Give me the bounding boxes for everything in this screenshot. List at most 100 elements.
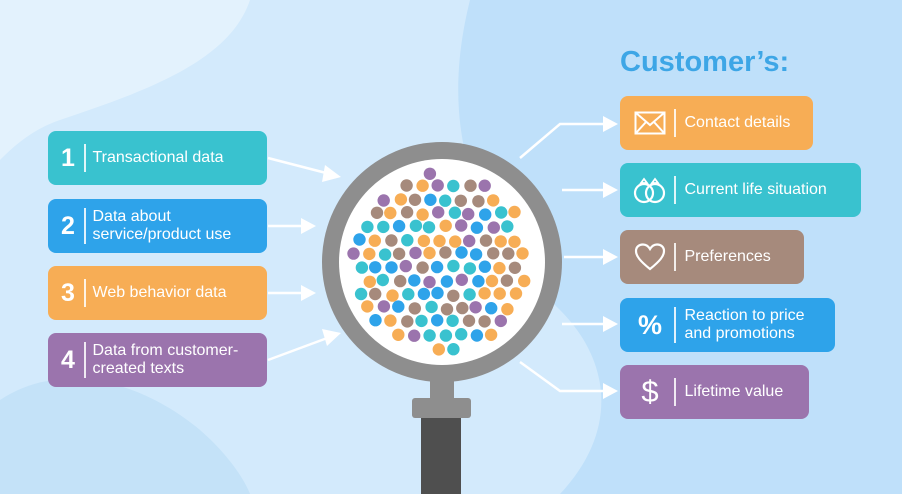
data-source-card-usage: 2 Data about service/product use bbox=[48, 199, 267, 253]
data-dot bbox=[376, 273, 389, 287]
data-dot bbox=[385, 261, 398, 274]
data-dot bbox=[408, 329, 421, 342]
data-dot bbox=[392, 247, 406, 260]
data-dot bbox=[478, 179, 491, 192]
data-dot bbox=[472, 195, 485, 208]
data-dot bbox=[400, 206, 414, 219]
data-dot bbox=[463, 262, 477, 275]
data-dot bbox=[502, 247, 515, 260]
background-blob bbox=[0, 378, 250, 494]
data-dot bbox=[501, 303, 514, 316]
data-dot bbox=[423, 167, 437, 180]
card-label: Web behavior data bbox=[92, 284, 227, 301]
data-dot bbox=[472, 275, 485, 288]
data-dot bbox=[392, 328, 405, 341]
data-dot bbox=[385, 234, 398, 247]
data-dot bbox=[462, 314, 476, 327]
data-dot bbox=[447, 259, 460, 273]
insight-card-life-situation: Current life situation bbox=[620, 163, 861, 217]
data-dot bbox=[487, 194, 500, 207]
data-dot bbox=[433, 234, 446, 248]
data-dot bbox=[416, 261, 429, 274]
card-number: 2 bbox=[61, 211, 75, 240]
data-dot bbox=[399, 259, 412, 273]
arrowhead bbox=[301, 218, 316, 234]
data-dot bbox=[447, 289, 460, 302]
arrows bbox=[267, 122, 605, 393]
data-dot bbox=[361, 300, 374, 313]
data-dot bbox=[493, 287, 506, 300]
data-dot bbox=[400, 179, 413, 192]
arrow-out bbox=[519, 360, 605, 393]
data-dot bbox=[462, 207, 475, 221]
insight-label: Preferences bbox=[684, 248, 771, 265]
data-dot bbox=[432, 343, 445, 356]
data-dot bbox=[469, 301, 482, 314]
data-dot bbox=[509, 287, 523, 300]
data-dot bbox=[439, 246, 452, 259]
data-dot bbox=[446, 314, 459, 327]
data-dot bbox=[494, 235, 507, 248]
data-dot bbox=[478, 260, 492, 273]
data-dot bbox=[347, 247, 360, 260]
data-dot bbox=[518, 274, 531, 288]
data-dot bbox=[377, 194, 390, 207]
data-dot bbox=[394, 274, 407, 288]
data-dot bbox=[430, 260, 444, 274]
data-dot bbox=[479, 208, 492, 221]
insight-label: Lifetime value bbox=[684, 383, 784, 400]
data-dot bbox=[417, 287, 431, 301]
data-dot bbox=[408, 193, 422, 206]
data-dot bbox=[369, 261, 382, 274]
insight-card-preferences: Preferences bbox=[620, 230, 804, 284]
data-dot bbox=[455, 328, 468, 341]
divider bbox=[674, 109, 676, 137]
divider bbox=[84, 279, 86, 307]
percent-icon: % bbox=[637, 309, 662, 340]
divider bbox=[674, 307, 676, 343]
data-dot bbox=[370, 206, 384, 219]
data-dot bbox=[439, 219, 452, 232]
card-number: 3 bbox=[61, 278, 75, 307]
data-source-card-texts: 4 Data from customer- created texts bbox=[48, 333, 267, 387]
arrowhead bbox=[603, 316, 618, 332]
data-dot bbox=[377, 300, 391, 313]
data-dot bbox=[409, 219, 423, 232]
data-dot bbox=[455, 273, 468, 286]
insight-card-contact: Contact details bbox=[620, 96, 813, 150]
insight-label: Current life situation bbox=[684, 181, 827, 198]
data-dot bbox=[369, 287, 382, 301]
arrowhead bbox=[603, 116, 618, 132]
data-dot bbox=[439, 194, 452, 207]
data-dot bbox=[431, 179, 444, 192]
data-dot bbox=[361, 220, 374, 234]
data-dot bbox=[363, 275, 376, 288]
data-dot bbox=[508, 205, 521, 219]
data-dot bbox=[508, 261, 522, 274]
data-dot bbox=[392, 300, 405, 313]
data-dot bbox=[424, 193, 437, 206]
arrowhead bbox=[603, 182, 618, 198]
arrowhead bbox=[603, 249, 618, 265]
data-dot bbox=[384, 206, 397, 220]
data-dot bbox=[485, 302, 498, 315]
divider bbox=[84, 208, 86, 244]
data-dot bbox=[408, 274, 421, 287]
data-dot bbox=[402, 288, 415, 301]
data-dot bbox=[408, 302, 421, 315]
insight-card-price-reaction: % Reaction to price and promotions bbox=[620, 298, 835, 352]
data-dot bbox=[355, 261, 369, 274]
card-label: Data from customer- created texts bbox=[92, 342, 239, 377]
data-dot bbox=[369, 314, 382, 327]
card-number: 4 bbox=[61, 345, 75, 374]
data-dot bbox=[394, 193, 408, 206]
data-dot bbox=[516, 247, 529, 260]
arrowhead bbox=[322, 329, 341, 346]
data-dot bbox=[401, 234, 414, 247]
data-source-card-web-behavior: 3 Web behavior data bbox=[48, 266, 267, 320]
data-dot bbox=[368, 234, 381, 247]
data-dot bbox=[500, 274, 514, 287]
insight-label: Contact details bbox=[684, 114, 791, 131]
data-dot bbox=[495, 206, 508, 219]
